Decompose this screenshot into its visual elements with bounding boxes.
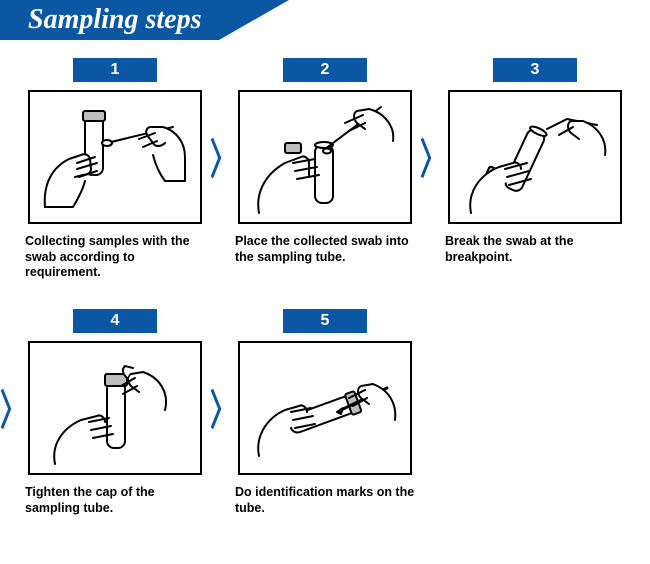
step-cell-4: 〉 4 Tighten the cap of the sampling tube… (10, 309, 220, 516)
steps-grid: 1 Collecting samples w (0, 40, 650, 564)
step-badge: 1 (73, 58, 157, 82)
chevron-right-icon: 〉 (210, 138, 236, 180)
step-cell-1: 1 Collecting samples w (10, 58, 220, 281)
step-illustration-5 (238, 341, 412, 475)
step-caption: Do identification marks on the tube. (235, 485, 415, 516)
chevron-right-icon: 〉 (210, 389, 236, 431)
step-caption: Collecting samples with the swab accordi… (25, 234, 205, 281)
chevron-right-icon: 〉 (420, 138, 446, 180)
step-caption: Break the swab at the breakpoint. (445, 234, 625, 265)
step-cell-2: 〉 2 Place the coll (220, 58, 430, 281)
step-illustration-4 (28, 341, 202, 475)
step-cell-5: 〉 5 Do identif (220, 309, 430, 516)
step-illustration-2 (238, 90, 412, 224)
chevron-right-icon: 〉 (0, 389, 26, 431)
step-illustration-1 (28, 90, 202, 224)
header-accent-triangle (219, 0, 289, 40)
step-illustration-3 (448, 90, 622, 224)
step-cell-3: 〉 3 (430, 58, 640, 281)
step-badge: 4 (73, 309, 157, 333)
step-badge: 2 (283, 58, 367, 82)
step-caption: Place the collected swab into the sampli… (235, 234, 415, 265)
header-bar: Sampling steps (0, 0, 650, 40)
page-title: Sampling steps (0, 0, 219, 40)
step-badge: 5 (283, 309, 367, 333)
step-caption: Tighten the cap of the sampling tube. (25, 485, 205, 516)
step-badge: 3 (493, 58, 577, 82)
